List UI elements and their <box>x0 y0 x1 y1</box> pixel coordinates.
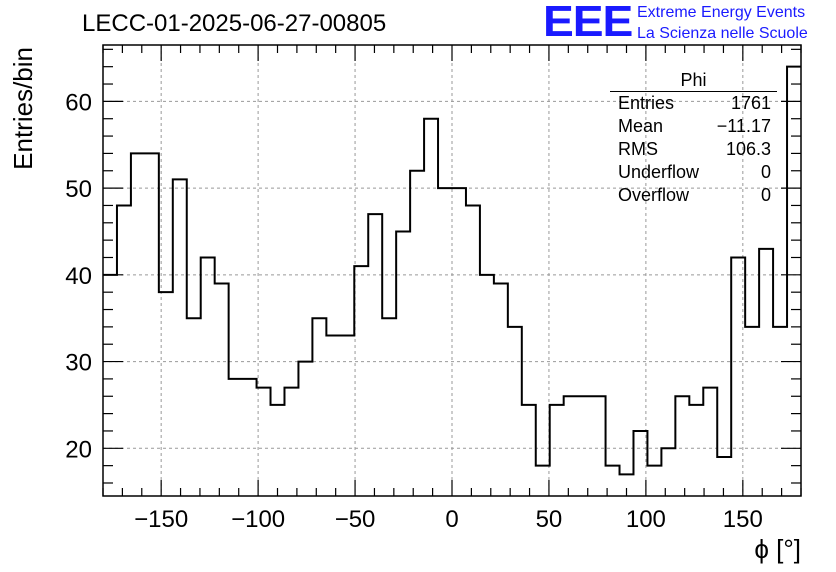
stats-row-rms: RMS 106.3 <box>612 138 777 161</box>
stats-label: Overflow <box>618 185 690 205</box>
histogram-bin <box>675 396 689 496</box>
histogram-bin <box>131 153 145 496</box>
histogram-bin <box>284 388 298 496</box>
histogram-bin <box>298 362 312 496</box>
stats-value: 106.3 <box>725 139 771 159</box>
histogram-bin <box>271 405 285 496</box>
histogram-bin <box>312 318 326 496</box>
y-tick-label: 50 <box>65 176 92 203</box>
stats-row-underflow: Underflow 0 <box>612 161 777 184</box>
histogram-bin <box>257 388 271 496</box>
histogram-bin <box>773 327 787 496</box>
histogram-bin <box>717 457 731 496</box>
stats-value: 0 <box>760 185 771 205</box>
histogram-bin <box>117 205 131 496</box>
histogram-bin <box>647 466 661 496</box>
histogram-bin <box>536 466 550 496</box>
histogram-bin <box>578 396 592 496</box>
stats-box: Phi Entries 1761 Mean −11.17 RMS 106.3 U… <box>610 70 777 207</box>
histogram-bin <box>187 318 201 496</box>
histogram-bin <box>689 405 703 496</box>
y-axis-label: Entries/bin <box>8 47 38 170</box>
x-tick-label: 100 <box>626 506 666 533</box>
histogram-bin <box>382 318 396 496</box>
x-tick-label: −100 <box>231 506 285 533</box>
histogram-bin <box>592 396 606 496</box>
histogram-bin <box>452 188 466 496</box>
stats-value: −11.17 <box>716 116 771 136</box>
logo-line-2: La Scienza nelle Scuole <box>637 25 808 42</box>
histogram-bin <box>103 275 117 496</box>
histogram-bin <box>340 336 354 496</box>
histogram-line <box>103 65 801 476</box>
histogram-bin <box>508 327 522 496</box>
axis-ticks <box>102 45 802 496</box>
x-tick-label: 0 <box>445 506 458 533</box>
x-tick-label: −150 <box>134 506 188 533</box>
stats-box-title: Phi <box>610 70 777 92</box>
histogram-bin <box>396 231 410 496</box>
x-tick-label: −50 <box>335 506 376 533</box>
histogram-bin <box>494 284 508 496</box>
logo-line-1: Extreme Energy Events <box>637 4 806 21</box>
x-axis-label: ϕ [°] <box>754 534 801 564</box>
histogram-bin <box>410 171 424 496</box>
histogram-bin <box>201 257 215 496</box>
histogram-bin <box>550 405 564 496</box>
x-tick-label: 150 <box>723 506 763 533</box>
histogram-bin <box>564 396 578 496</box>
chart-title: LECC-01-2025-06-27-00805 <box>82 10 387 37</box>
stats-label: Entries <box>618 93 675 113</box>
y-tick-label: 20 <box>65 436 92 463</box>
histogram-bin <box>661 448 675 496</box>
x-tick-label: 50 <box>536 506 563 533</box>
histogram-bin <box>354 266 368 496</box>
histogram-bin <box>326 336 340 496</box>
histogram-bin <box>145 153 159 496</box>
stats-label: Mean <box>618 116 664 136</box>
stats-row-overflow: Overflow 0 <box>612 184 777 207</box>
y-tick-label: 40 <box>65 263 92 290</box>
stats-value: 1761 <box>730 93 771 113</box>
histogram-bin <box>759 249 773 496</box>
y-tick-label: 60 <box>65 89 92 116</box>
stats-value: 0 <box>760 162 771 182</box>
histogram-bin <box>787 67 801 496</box>
histogram-bin <box>438 188 452 496</box>
stats-row-mean: Mean −11.17 <box>612 115 777 138</box>
histogram-bin <box>522 405 536 496</box>
histogram-bin <box>173 179 187 496</box>
stats-label: RMS <box>618 139 658 159</box>
histogram-bin <box>215 284 229 496</box>
stats-row-entries: Entries 1761 <box>612 92 777 115</box>
histogram-bars <box>103 65 801 496</box>
histogram-bin <box>229 379 243 496</box>
histogram-bin <box>745 327 759 496</box>
logo-text: Extreme Energy Events La Scienza nelle S… <box>637 2 808 44</box>
histogram-bin <box>480 275 494 496</box>
y-tick-label: 30 <box>65 350 92 377</box>
histogram-bin <box>466 205 480 496</box>
eee-logo: EEE <box>543 0 633 46</box>
tick-labels: −150 −100 −50 0 50 100 150 20 30 40 50 60 <box>65 89 763 533</box>
histogram-bin <box>243 379 257 496</box>
histogram-bin <box>424 119 438 496</box>
histogram-bin <box>368 214 382 496</box>
stats-label: Underflow <box>618 162 700 182</box>
histogram-bin <box>703 388 717 496</box>
